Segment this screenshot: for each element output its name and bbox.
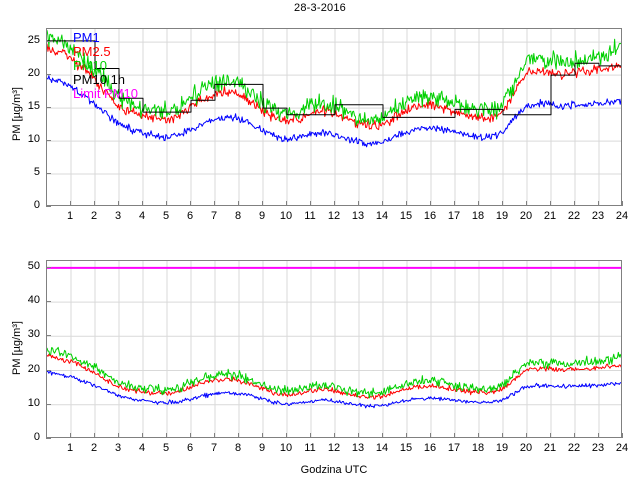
x-tick-mark: [502, 201, 503, 206]
x-tick-mark: [574, 433, 575, 438]
x-tick-mark: [454, 201, 455, 206]
y-tick-label: 40: [0, 294, 40, 306]
x-tick-mark: [382, 201, 383, 206]
x-tick-mark: [334, 201, 335, 206]
y-tick-mark: [46, 173, 51, 174]
y-tick-label: 10: [0, 397, 40, 409]
x-tick-mark: [238, 201, 239, 206]
bottom-y-axis-label: PM [µg/m³]: [11, 303, 23, 393]
y-tick-label: 20: [0, 67, 40, 79]
y-tick-label: 15: [0, 100, 40, 112]
x-tick-mark: [262, 201, 263, 206]
y-tick-label: 0: [0, 199, 40, 211]
x-tick-mark: [550, 433, 551, 438]
x-tick-mark: [406, 201, 407, 206]
y-tick-label: 5: [0, 166, 40, 178]
x-tick-mark: [406, 433, 407, 438]
top-panel: PM [µg/m³] 0510152025 123456789101112131…: [0, 0, 640, 232]
y-tick-label: 20: [0, 363, 40, 375]
y-tick-mark: [46, 267, 51, 268]
top-y-axis-label: PM [µg/m³]: [11, 69, 23, 159]
y-tick-mark: [46, 335, 51, 336]
x-tick-mark: [214, 201, 215, 206]
x-tick-label: 24: [608, 210, 636, 222]
x-tick-mark: [214, 433, 215, 438]
x-tick-mark: [190, 201, 191, 206]
bottom-panel: PM [µg/m³] 01020304050 12345678910111213…: [0, 232, 640, 480]
y-tick-mark: [46, 74, 51, 75]
legend-item-pm10: PM10: [73, 59, 107, 72]
y-tick-mark: [46, 301, 51, 302]
plot-canvas: [47, 29, 622, 206]
x-tick-mark: [262, 433, 263, 438]
x-tick-mark: [70, 433, 71, 438]
x-tick-mark: [310, 433, 311, 438]
y-tick-label: 0: [0, 431, 40, 443]
bottom-x-axis-label: Godzina UTC: [46, 464, 622, 476]
y-tick-mark: [46, 140, 51, 141]
y-tick-mark: [46, 370, 51, 371]
x-tick-mark: [430, 201, 431, 206]
y-tick-mark: [46, 206, 51, 207]
x-tick-mark: [118, 433, 119, 438]
y-tick-mark: [46, 438, 51, 439]
y-tick-mark: [46, 41, 51, 42]
x-tick-mark: [142, 433, 143, 438]
x-tick-mark: [286, 201, 287, 206]
x-tick-mark: [454, 433, 455, 438]
x-tick-mark: [286, 433, 287, 438]
x-tick-mark: [166, 201, 167, 206]
top-plot-area: [46, 28, 622, 206]
x-tick-mark: [238, 433, 239, 438]
plot-canvas: [47, 261, 622, 438]
x-tick-mark: [310, 201, 311, 206]
x-tick-mark: [358, 433, 359, 438]
x-tick-mark: [526, 433, 527, 438]
x-tick-mark: [598, 201, 599, 206]
x-tick-mark: [430, 433, 431, 438]
x-tick-mark: [358, 201, 359, 206]
y-tick-label: 30: [0, 328, 40, 340]
x-tick-mark: [502, 433, 503, 438]
x-tick-mark: [142, 201, 143, 206]
bottom-plot-area: [46, 260, 622, 438]
y-tick-label: 50: [0, 260, 40, 272]
x-tick-mark: [118, 201, 119, 206]
x-tick-mark: [334, 433, 335, 438]
x-tick-mark: [622, 433, 623, 438]
legend-item-limit-pm10: Limit PM10: [73, 87, 138, 100]
x-tick-mark: [70, 201, 71, 206]
x-tick-mark: [166, 433, 167, 438]
legend-item-pm1: PM1: [73, 31, 100, 44]
x-tick-label: 24: [608, 442, 636, 454]
x-tick-mark: [526, 201, 527, 206]
legend-item-pm2-5: PM2.5: [73, 45, 111, 58]
y-tick-label: 25: [0, 34, 40, 46]
x-tick-mark: [550, 201, 551, 206]
x-tick-mark: [622, 201, 623, 206]
x-tick-mark: [478, 201, 479, 206]
legend-item-pm10-1h: PM10 1h: [73, 73, 125, 86]
x-tick-mark: [598, 433, 599, 438]
x-tick-mark: [94, 433, 95, 438]
x-tick-mark: [94, 201, 95, 206]
x-tick-mark: [574, 201, 575, 206]
x-tick-mark: [382, 433, 383, 438]
y-tick-mark: [46, 404, 51, 405]
chart-page: 28-3-2016 PM [µg/m³] 0510152025 12345678…: [0, 0, 640, 480]
y-tick-label: 10: [0, 133, 40, 145]
y-tick-mark: [46, 107, 51, 108]
x-tick-mark: [190, 433, 191, 438]
x-tick-mark: [478, 433, 479, 438]
